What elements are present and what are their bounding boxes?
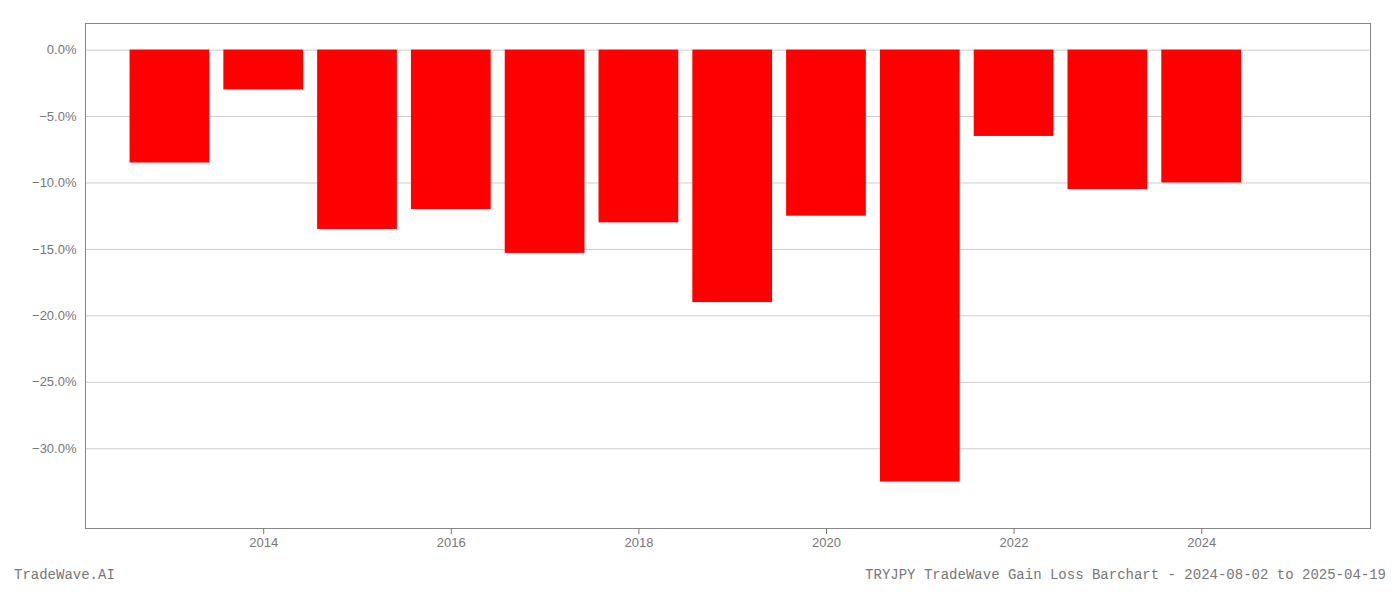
- html-text:TRYJPY TradeWave Gain Loss Bar: TRYJPY TradeWave Gain Loss Barchart - 20…: [865, 567, 1386, 583]
- svg-text:2014: 2014: [249, 535, 278, 550]
- svg-text:2020: 2020: [812, 535, 841, 550]
- svg-text:−25.0%: −25.0%: [32, 374, 77, 389]
- svg-text:2018: 2018: [624, 535, 653, 550]
- svg-text:0.0%: 0.0%: [47, 42, 77, 57]
- svg-text:2022: 2022: [1000, 535, 1029, 550]
- svg-text:−15.0%: −15.0%: [32, 242, 77, 257]
- svg-text:−30.0%: −30.0%: [32, 441, 77, 456]
- svg-text:−20.0%: −20.0%: [32, 308, 77, 323]
- svg-text:−5.0%: −5.0%: [39, 109, 77, 124]
- html-text:TradeWave.AI: TradeWave.AI: [14, 567, 115, 583]
- svg-text:−10.0%: −10.0%: [32, 175, 77, 190]
- svg-text:2016: 2016: [437, 535, 466, 550]
- svg-text:2024: 2024: [1187, 535, 1216, 550]
